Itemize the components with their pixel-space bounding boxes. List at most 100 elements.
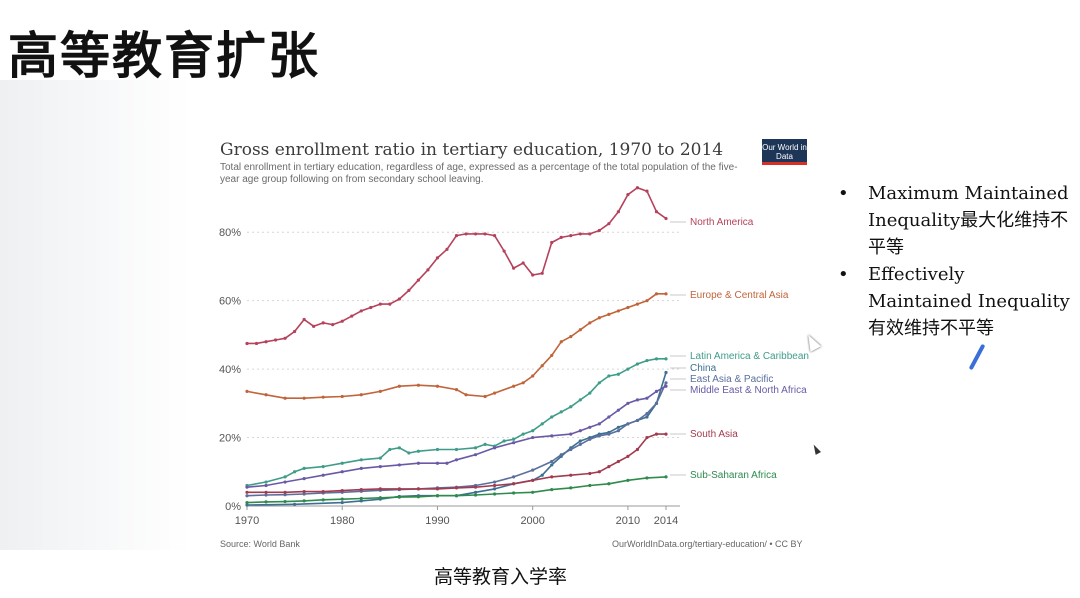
data-point xyxy=(664,475,668,479)
data-point xyxy=(626,192,630,197)
data-point xyxy=(473,493,478,497)
data-point xyxy=(407,288,411,292)
data-point xyxy=(245,490,249,494)
data-point xyxy=(616,408,620,412)
chart-subtitle: Total enrollment in tertiary education, … xyxy=(220,162,738,185)
series-label: Europe & Central Asia xyxy=(690,290,789,301)
data-point xyxy=(445,461,449,465)
data-point xyxy=(264,490,268,494)
data-point xyxy=(407,451,411,455)
data-point xyxy=(245,485,249,489)
data-point xyxy=(273,338,278,342)
data-point xyxy=(578,328,582,332)
data-point xyxy=(321,465,325,469)
data-point xyxy=(435,447,440,452)
data-point xyxy=(245,503,249,507)
data-point xyxy=(283,480,287,484)
y-tick-label: 0% xyxy=(225,501,241,513)
data-point xyxy=(340,461,344,465)
data-point xyxy=(616,425,620,429)
data-point xyxy=(264,480,268,484)
data-point xyxy=(588,391,592,395)
data-point xyxy=(597,434,601,438)
data-point xyxy=(483,442,487,446)
data-point xyxy=(245,494,249,498)
data-point xyxy=(302,477,306,481)
owid-logo[interactable]: Our World in Data xyxy=(762,139,807,165)
data-point xyxy=(607,465,611,469)
data-point xyxy=(435,487,440,491)
data-point xyxy=(607,312,611,316)
data-point xyxy=(616,459,620,464)
data-point xyxy=(283,475,287,479)
data-point xyxy=(512,491,516,495)
data-point xyxy=(578,442,582,446)
data-point xyxy=(312,324,316,328)
data-point xyxy=(359,309,363,313)
data-point xyxy=(492,446,497,450)
data-point xyxy=(473,490,478,494)
data-point xyxy=(654,432,659,436)
data-point xyxy=(512,482,516,486)
data-point xyxy=(492,391,497,395)
data-point xyxy=(359,458,363,462)
data-point xyxy=(283,493,287,497)
data-point xyxy=(597,422,601,426)
series-label: China xyxy=(690,363,717,374)
data-point xyxy=(416,383,421,387)
data-point xyxy=(512,475,516,479)
data-point xyxy=(635,418,640,423)
series-label: East Asia & Pacific xyxy=(690,374,773,385)
bullet-list: Maximum Maintained Inequality最大化维持不平等 Ef… xyxy=(838,180,1073,342)
data-point xyxy=(416,278,421,282)
data-point xyxy=(378,496,382,500)
data-point xyxy=(359,487,363,492)
series-layer xyxy=(245,186,668,507)
data-point xyxy=(521,432,525,436)
data-point xyxy=(302,317,306,322)
y-tick-label: 60% xyxy=(219,296,241,308)
bullet-item: Maximum Maintained Inequality最大化维持不平等 xyxy=(838,180,1073,261)
data-point xyxy=(597,316,601,320)
data-point xyxy=(559,235,563,239)
series-line xyxy=(246,476,667,504)
source-text: Source: World Bank xyxy=(220,539,300,549)
data-point xyxy=(597,470,601,474)
data-point xyxy=(293,502,297,506)
series-line xyxy=(247,186,667,345)
data-point xyxy=(588,425,592,429)
data-point xyxy=(559,453,563,457)
data-point xyxy=(397,297,401,301)
data-point xyxy=(435,461,440,465)
data-point xyxy=(616,372,620,376)
data-point xyxy=(664,384,668,388)
data-point xyxy=(454,234,459,238)
data-point xyxy=(664,357,668,361)
data-point xyxy=(264,500,268,504)
series-line xyxy=(246,357,666,487)
x-tick-label: 2014 xyxy=(654,515,678,527)
y-tick-label: 80% xyxy=(219,227,241,239)
data-point xyxy=(569,447,573,452)
data-point xyxy=(435,384,440,388)
source-link[interactable]: OurWorldInData.org/tertiary-education/ •… xyxy=(612,539,803,549)
data-point xyxy=(635,302,640,306)
data-point xyxy=(578,398,582,402)
data-point xyxy=(435,256,440,260)
data-point xyxy=(645,358,649,363)
data-point xyxy=(302,466,306,470)
data-point xyxy=(531,429,535,433)
data-point xyxy=(607,415,611,419)
data-point xyxy=(454,388,459,392)
data-point xyxy=(654,389,659,393)
data-point xyxy=(588,321,592,325)
series-line xyxy=(246,372,667,506)
data-point xyxy=(635,447,640,452)
data-point xyxy=(264,393,268,397)
data-point xyxy=(512,384,516,388)
data-point xyxy=(569,405,573,409)
data-point xyxy=(607,374,611,378)
data-point xyxy=(264,340,268,344)
data-point xyxy=(588,437,592,441)
data-point xyxy=(588,232,592,236)
